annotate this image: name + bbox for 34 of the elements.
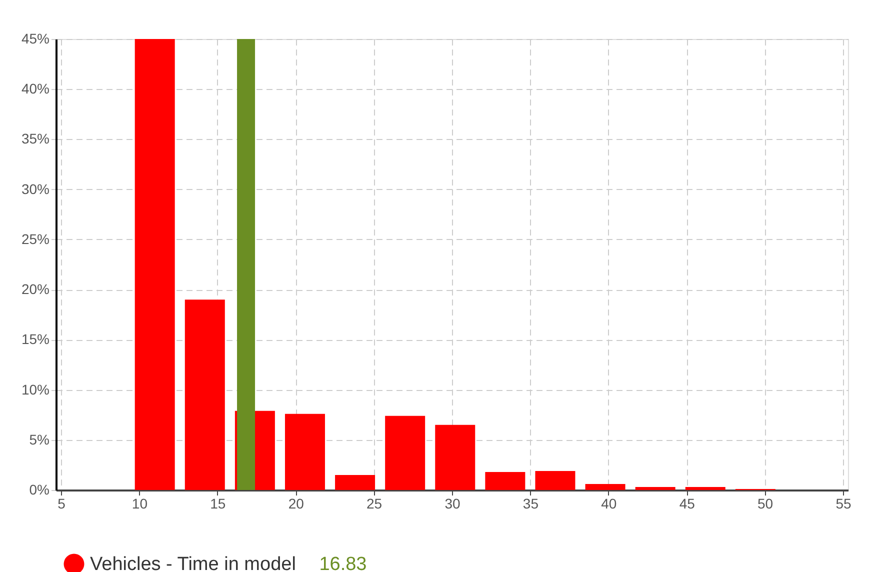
ref-line-label: 16.83	[319, 554, 367, 572]
bar	[435, 424, 476, 490]
y-tick-label: 45%	[21, 30, 50, 46]
bar	[335, 474, 376, 490]
bar	[585, 484, 626, 490]
x-tick-label: 40	[601, 496, 617, 512]
legend-label: Vehicles - Time in model	[90, 554, 296, 572]
x-tick-label: 55	[836, 496, 852, 512]
x-tick-label: 25	[366, 496, 382, 512]
bar	[535, 470, 576, 490]
bar	[485, 472, 526, 490]
y-tick-label: 30%	[21, 180, 50, 197]
y-tick-label: 15%	[21, 331, 50, 348]
bar	[134, 39, 175, 490]
bar	[635, 486, 676, 490]
y-tick-label: 5%	[29, 431, 50, 448]
x-tick-label: 5	[58, 496, 66, 512]
bar	[284, 414, 325, 490]
x-tick-label: 10	[132, 496, 148, 512]
bar	[184, 300, 225, 490]
y-tick-label: 0%	[29, 482, 50, 498]
y-tick-label: 10%	[21, 381, 50, 398]
x-tick-label: 30	[444, 496, 460, 512]
x-tick-label: 20	[288, 496, 304, 512]
y-tick-label: 25%	[21, 230, 50, 247]
bar	[385, 416, 426, 490]
x-tick-label: 15	[210, 496, 226, 512]
x-tick-label: 50	[758, 496, 774, 512]
y-tick-label: 35%	[21, 130, 50, 147]
x-tick-label: 35	[522, 496, 539, 512]
x-tick-label: 45	[679, 496, 696, 512]
bar	[685, 486, 726, 490]
y-tick-label: 20%	[21, 281, 50, 298]
y-tick-label: 40%	[21, 80, 50, 97]
